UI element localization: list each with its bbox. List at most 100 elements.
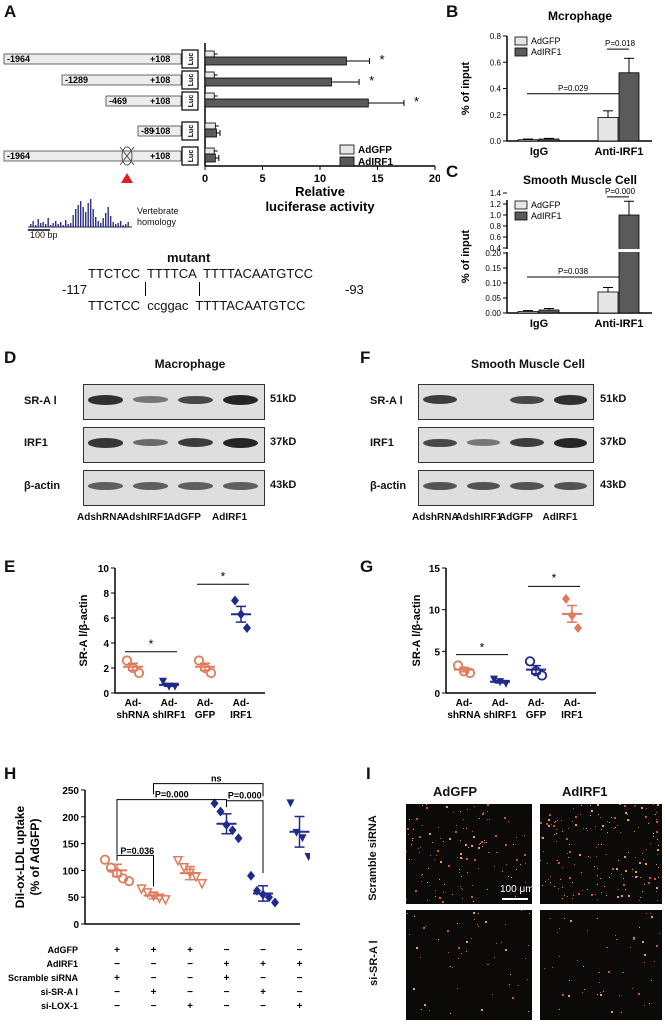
fluorescent-speck [656, 821, 658, 823]
treatment-mark: − [151, 973, 157, 984]
treatment-row-label: si-SR-A Ⅰ [41, 987, 78, 997]
fluorescent-speck [525, 863, 526, 864]
x-category-label: IRF1 [230, 710, 252, 721]
data-point [160, 895, 171, 906]
blot-row-label: SR-A Ⅰ [24, 395, 57, 407]
y-tick-label: 10 [429, 606, 441, 617]
y-tick-label: 0.00 [485, 309, 501, 318]
luc-label: Luc [188, 150, 195, 163]
fluorescent-speck [543, 851, 544, 852]
fluorescent-speck [601, 892, 602, 893]
fluorescent-speck [598, 814, 599, 815]
fluorescent-speck [547, 863, 548, 864]
fluorescent-speck [651, 916, 653, 918]
fluorescent-speck [656, 864, 657, 865]
fluorescent-speck [487, 889, 488, 890]
panel-d-title: Macrophage [154, 357, 226, 371]
data-point [271, 897, 279, 908]
fluorescent-speck [472, 831, 473, 832]
fluorescent-speck [607, 947, 608, 948]
treatment-mark: − [224, 945, 230, 956]
homology-bar [82, 207, 84, 227]
fluorescent-speck [568, 828, 569, 829]
treatment-mark: + [297, 959, 303, 970]
data-point [490, 675, 498, 684]
fluorescent-speck [567, 896, 568, 897]
fluorescent-speck [525, 958, 526, 959]
data-point [121, 655, 133, 666]
fluorescent-speck [614, 817, 616, 819]
legend-label: AdGFP [531, 200, 561, 210]
axis-break [501, 249, 651, 252]
fluorescent-speck [556, 833, 557, 834]
fluorescent-speck [447, 930, 449, 932]
data-point [574, 623, 582, 633]
fluorescent-speck [552, 967, 553, 968]
micrograph-adgfp-scramble [406, 804, 532, 904]
data-point [123, 876, 135, 887]
fluorescent-speck [418, 848, 419, 849]
homology-bar [122, 225, 124, 227]
blot-band [223, 438, 258, 448]
data-point [304, 853, 310, 861]
blot-band [466, 439, 500, 446]
fluorescent-speck [587, 830, 588, 831]
panel-letter-g: G [360, 557, 374, 576]
y-tick-label: 5 [434, 647, 440, 658]
fluorescent-speck [448, 865, 450, 867]
p-value-label: P=0.038 [558, 267, 589, 276]
fluorescent-speck [520, 888, 521, 889]
fluorescent-speck [546, 823, 548, 825]
fluorescent-speck [466, 858, 468, 860]
fluorescent-speck [654, 961, 655, 962]
fluorescent-speck [429, 833, 431, 835]
fluorescent-speck [590, 857, 591, 858]
fluorescent-speck [580, 814, 581, 815]
fluorescent-speck [566, 838, 568, 840]
fluorescent-speck [509, 984, 510, 985]
homology-bar [32, 221, 34, 227]
fluorescent-speck [587, 930, 588, 931]
fluorescent-speck [524, 835, 525, 836]
blot-band [178, 482, 213, 490]
data-point [159, 677, 167, 686]
fluorescent-speck [423, 927, 425, 929]
fluorescent-speck [421, 1009, 422, 1010]
bar-adirf1 [538, 309, 560, 314]
fluorescent-speck [540, 860, 541, 861]
x-category-label: shIRF1 [483, 710, 517, 721]
micrograph-scale-bar [502, 898, 528, 900]
fluorescent-speck [638, 993, 640, 995]
bar-adgfp [597, 291, 619, 314]
y-tick-label: 0.15 [485, 264, 501, 273]
fluorescent-speck [460, 840, 461, 841]
fluorescent-speck [624, 805, 626, 807]
fluorescent-speck [658, 845, 659, 846]
fluorescent-speck [625, 870, 627, 872]
y-tick-label: 0.4 [490, 85, 502, 94]
treatment-mark: + [114, 973, 120, 984]
fluorescent-speck [597, 994, 598, 995]
fluorescent-speck [452, 967, 453, 968]
fluorescent-speck [426, 804, 427, 805]
fluorescent-speck [520, 864, 521, 865]
fluorescent-speck [573, 808, 574, 809]
fluorescent-speck [471, 896, 473, 898]
fluorescent-speck [635, 805, 636, 806]
blot-row-label: β-actin [370, 480, 407, 492]
significance-star: * [149, 637, 154, 651]
fluorescent-speck [413, 829, 414, 830]
data-point [172, 856, 184, 867]
a-significance: * [369, 73, 374, 88]
luc-label: Luc [188, 95, 195, 108]
y-axis-label: % of input [460, 230, 472, 283]
fluorescent-speck [421, 881, 422, 882]
fluorescent-speck [587, 889, 588, 890]
fluorescent-speck [542, 837, 544, 839]
a-bar-adirf1 [204, 77, 332, 87]
y-axis-label: % of input [460, 62, 472, 115]
fluorescent-speck [466, 951, 467, 952]
panel-h-chart: 0 50 100 150 200 250 DiI-ox-LDL uptake (% of Ad… [8, 773, 310, 1012]
blot-band [88, 482, 123, 490]
